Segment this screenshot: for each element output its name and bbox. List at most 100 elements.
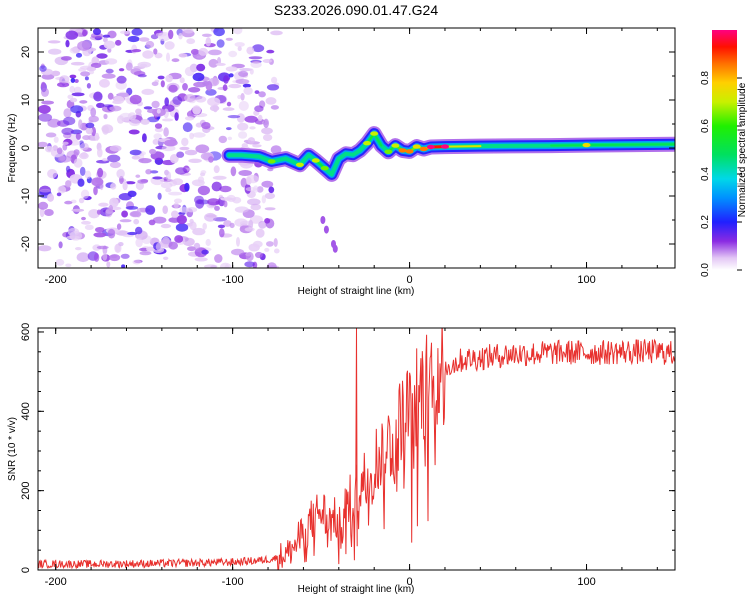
noise-blob <box>178 53 188 58</box>
noise-blob <box>63 116 76 126</box>
noise-blob <box>270 145 282 155</box>
noise-blob <box>77 40 91 51</box>
noise-blob <box>157 192 162 200</box>
noise-blob <box>174 112 179 121</box>
noise-blob <box>57 82 70 88</box>
noise-blob <box>96 245 109 250</box>
noise-blob <box>52 145 58 151</box>
noise-blob <box>258 91 266 98</box>
noise-blob <box>237 122 249 131</box>
noise-blob <box>192 105 202 115</box>
noise-blob <box>65 165 71 173</box>
noise-blob <box>220 262 232 268</box>
noise-blob <box>165 74 173 83</box>
noise-blob <box>125 181 136 185</box>
noise-blob <box>151 100 160 109</box>
noise-blob <box>238 70 249 77</box>
noise-blob <box>70 105 84 114</box>
noise-blob <box>131 28 143 36</box>
noise-blob <box>270 105 279 110</box>
noise-blob <box>127 190 137 197</box>
noise-blob <box>39 188 51 193</box>
noise-blob <box>201 33 212 37</box>
noise-blob <box>261 180 274 188</box>
noise-blob <box>225 66 238 72</box>
noise-blob <box>157 75 165 80</box>
x-tick-label: -100 <box>222 576 244 588</box>
noise-blob <box>38 245 52 252</box>
noise-blob <box>102 158 108 162</box>
noise-blob <box>164 139 177 147</box>
noise-blob <box>152 138 159 145</box>
noise-blob <box>93 252 100 262</box>
noise-blob <box>85 122 95 129</box>
noise-blob <box>97 167 104 178</box>
noise-blob <box>57 185 67 194</box>
noise-blob <box>258 220 267 229</box>
noise-blob <box>162 205 168 214</box>
noise-blob <box>223 200 228 208</box>
noise-blob <box>171 210 179 218</box>
noise-blob <box>79 142 89 151</box>
noise-blob <box>105 58 118 65</box>
noise-blob <box>38 113 53 122</box>
noise-blob <box>256 186 264 193</box>
noise-blob <box>53 136 59 143</box>
ridge-hotspot <box>441 144 449 149</box>
noise-blob <box>95 227 105 233</box>
ridge-hotspot <box>412 144 421 149</box>
noise-blob <box>197 185 210 196</box>
ridge-hotspot <box>267 159 276 164</box>
noise-blob <box>71 92 85 97</box>
noise-blob <box>184 182 190 192</box>
noise-blob <box>207 198 220 206</box>
noise-blob <box>69 74 77 79</box>
colorbar-ticks: 0.0 0.2 0.4 0.6 0.8 <box>700 71 742 277</box>
noise-blob <box>97 147 103 158</box>
noise-blob <box>132 259 142 265</box>
noise-blob <box>84 224 94 230</box>
noise-blob <box>220 197 234 201</box>
noise-blob <box>93 28 101 36</box>
noise-blob <box>44 209 54 216</box>
noise-blob <box>67 94 74 100</box>
noise-blob <box>160 223 171 229</box>
noise-blob <box>240 93 245 101</box>
frequency-ridge <box>221 126 675 182</box>
x-tick-label: 0 <box>407 576 413 588</box>
y-tick-label: -20 <box>20 236 32 252</box>
noise-blob <box>268 186 275 194</box>
noise-blob <box>137 61 152 68</box>
noise-blob <box>254 105 264 112</box>
noise-blob <box>93 186 98 196</box>
noise-blob <box>265 97 277 105</box>
noise-blob <box>65 30 79 40</box>
noise-blob <box>103 40 116 49</box>
noise-blob <box>214 205 220 211</box>
noise-blob <box>168 84 178 93</box>
noise-blob <box>165 171 172 182</box>
noise-blob <box>192 227 206 236</box>
noise-blob <box>109 105 122 112</box>
colorbar-tick-label: 0.4 <box>700 167 711 181</box>
noise-blob <box>207 97 221 107</box>
noise-blob <box>205 80 213 91</box>
noise-blob <box>65 39 70 48</box>
ridge-hotspot <box>391 143 400 148</box>
noise-blob <box>84 76 89 81</box>
noise-blob <box>79 166 86 176</box>
noise-blob <box>129 210 142 218</box>
noise-blob <box>211 181 222 192</box>
bottom-x-axis-label: Height of straight line (km) <box>298 584 415 595</box>
noise-blob <box>149 170 159 174</box>
noise-blob <box>121 210 128 218</box>
noise-blob <box>197 176 205 184</box>
noise-blob <box>192 72 205 82</box>
noise-blob <box>76 252 90 263</box>
noise-blob <box>70 61 85 66</box>
noise-blob <box>153 48 158 55</box>
noise-blob <box>48 48 62 55</box>
noise-blob <box>213 165 220 174</box>
noise-blob <box>127 231 138 236</box>
